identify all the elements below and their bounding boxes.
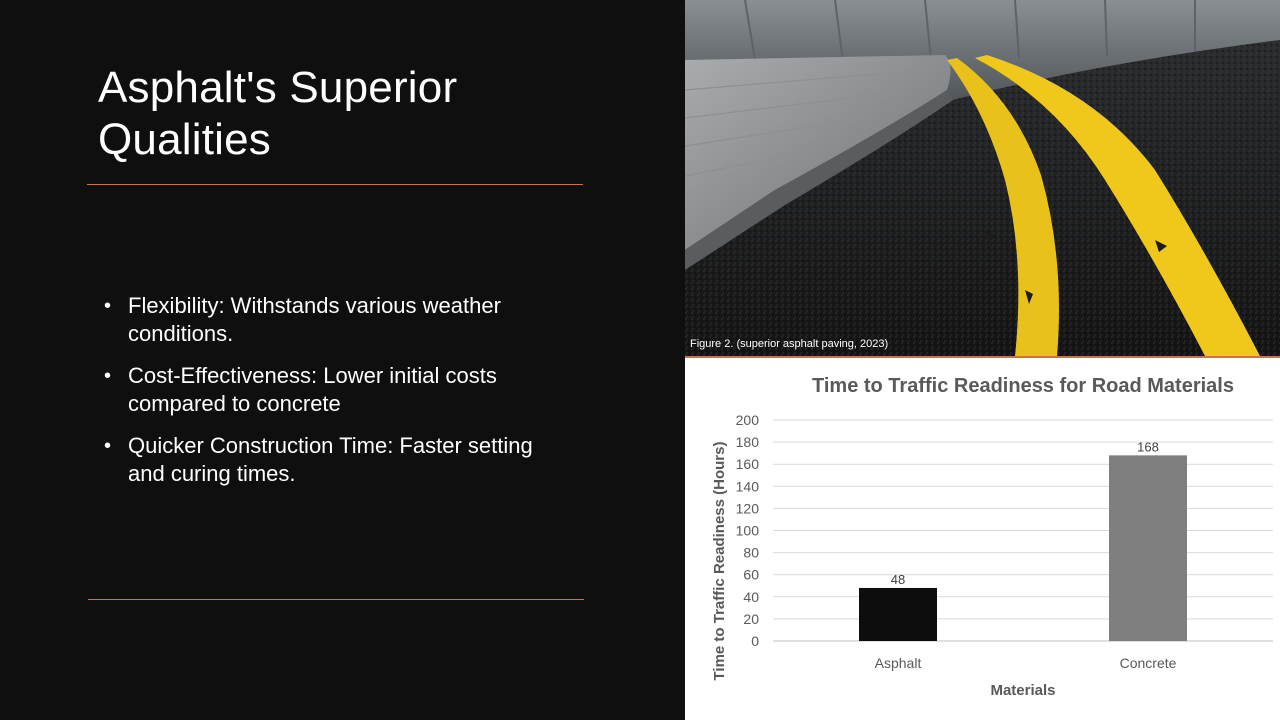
bullet-list: • Flexibility: Withstands various weathe… — [104, 292, 574, 502]
road-photo-image — [685, 0, 1280, 356]
chart-gridlines — [773, 419, 1273, 642]
bullet-dot: • — [104, 435, 112, 457]
bullet-item: • Quicker Construction Time: Faster sett… — [104, 432, 574, 488]
bullet-dot: • — [104, 365, 112, 387]
y-tick-label: 40 — [743, 589, 759, 605]
x-tick-label: Concrete — [1120, 655, 1177, 671]
photo-caption: Figure 2. (superior asphalt paving, 2023… — [690, 338, 889, 350]
bullet-item: • Cost-Effectiveness: Lower initial cost… — [104, 362, 574, 418]
y-tick-label: 80 — [743, 545, 759, 561]
chart-panel: Time to Traffic Readiness for Road Mater… — [685, 358, 1280, 720]
y-tick-label: 100 — [736, 523, 760, 539]
y-tick-label: 140 — [736, 478, 760, 494]
chart-title: Time to Traffic Readiness for Road Mater… — [812, 375, 1234, 397]
data-label: 48 — [891, 572, 905, 587]
y-tick-label: 0 — [751, 633, 759, 649]
y-tick-label: 180 — [736, 434, 760, 450]
data-label: 168 — [1137, 439, 1159, 454]
slide-title-line-1: Asphalt's Superior — [98, 63, 458, 112]
y-tick-label: 160 — [736, 456, 760, 472]
bottom-divider — [88, 599, 584, 600]
bullet-text: Quicker Construction Time: Faster settin… — [128, 433, 533, 486]
bar-concrete — [1109, 455, 1187, 641]
title-divider — [87, 184, 583, 185]
y-tick-label: 60 — [743, 567, 759, 583]
bullet-dot: • — [104, 295, 112, 317]
photo-separator — [685, 356, 1280, 358]
slide-title-line-2: Qualities — [98, 115, 271, 164]
y-tick-label: 20 — [743, 611, 759, 627]
bullet-item: • Flexibility: Withstands various weathe… — [104, 292, 574, 348]
bullet-text: Flexibility: Withstands various weather … — [128, 293, 501, 346]
y-axis-label: Time to Traffic Readiness (Hours) — [711, 442, 728, 681]
x-axis-label: Materials — [990, 682, 1055, 699]
bar-asphalt — [859, 587, 937, 641]
data-labels: 48 168 — [891, 439, 1159, 587]
chart-bars — [859, 455, 1187, 641]
slide-title: Asphalt's Superior Qualities — [98, 62, 578, 166]
y-axis-ticks: 0 20 40 60 80 100 120 140 160 180 200 — [736, 412, 760, 649]
y-tick-label: 120 — [736, 500, 760, 516]
x-axis-ticks: Asphalt Concrete — [875, 655, 1177, 671]
y-tick-label: 200 — [736, 412, 760, 428]
bar-chart: Time to Traffic Readiness for Road Mater… — [711, 375, 1273, 699]
bullet-text: Cost-Effectiveness: Lower initial costs … — [128, 363, 497, 416]
x-tick-label: Asphalt — [875, 655, 922, 671]
road-photo — [685, 0, 1280, 356]
